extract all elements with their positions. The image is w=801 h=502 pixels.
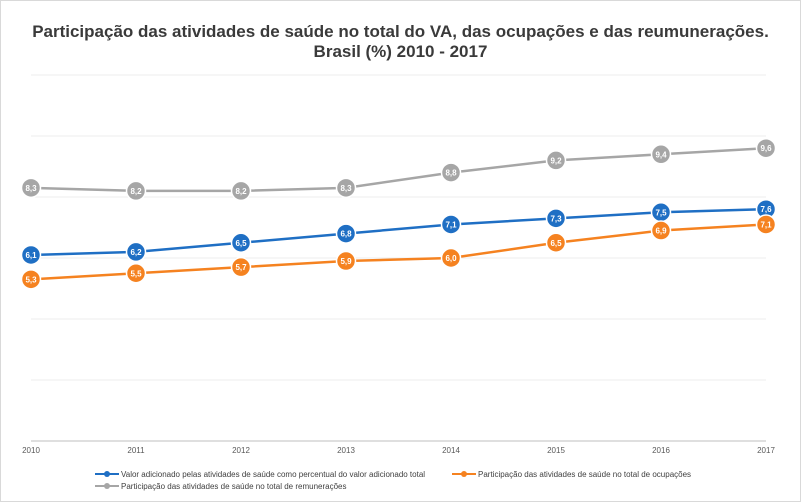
legend-label-va: Valor adicionado pelas atividades de saú…	[121, 469, 426, 479]
data-point	[125, 241, 147, 263]
chart-title: Participação das atividades de saúde no …	[32, 22, 769, 41]
data-point	[440, 162, 462, 183]
data-point	[230, 256, 252, 278]
legend-label-remuneracoes: Participação das atividades de saúde no …	[121, 481, 347, 491]
data-point	[125, 180, 147, 202]
data-label: 8,3	[340, 184, 352, 193]
legend-item-va: Valor adicionado pelas atividades de saú…	[95, 469, 425, 479]
data-point	[650, 144, 672, 165]
legend-label-ocupacoes: Participação das atividades de saúde no …	[478, 469, 692, 479]
data-label: 7,1	[760, 220, 772, 229]
legend-item-remuneracoes: Participação das atividades de saúde no …	[95, 481, 346, 491]
x-tick-label: 2016	[652, 446, 670, 455]
data-point	[755, 214, 777, 235]
series-line	[30, 207, 767, 257]
x-tick-label: 2014	[442, 446, 460, 455]
data-label: 8,2	[235, 187, 247, 196]
series-line	[30, 223, 767, 281]
data-point	[545, 150, 567, 171]
data-label: 5,5	[130, 269, 142, 278]
legend-marker-ocupacoes	[452, 469, 476, 479]
data-point	[650, 220, 672, 241]
data-label: 5,7	[235, 263, 247, 272]
data-point	[755, 137, 777, 159]
data-label: 8,8	[445, 169, 457, 178]
data-point	[335, 177, 357, 199]
data-label: 6,5	[550, 239, 562, 248]
data-point	[335, 250, 357, 272]
data-point	[545, 208, 567, 229]
data-point	[440, 214, 462, 235]
data-point	[125, 263, 147, 284]
data-label: 6,2	[130, 248, 142, 257]
data-label: 5,9	[340, 257, 352, 266]
data-label: 9,2	[550, 156, 562, 165]
series-line	[30, 146, 767, 193]
x-tick-label: 2017	[757, 446, 775, 455]
legend-marker-remuneracoes	[95, 481, 119, 491]
chart-title-block: Participação das atividades de saúde no …	[0, 22, 801, 62]
data-point	[20, 244, 42, 266]
data-label: 6,1	[25, 251, 37, 260]
data-point	[230, 232, 252, 253]
x-tick-label: 2015	[547, 446, 565, 455]
chart-subtitle: Brasil (%) 2010 - 2017	[313, 42, 488, 61]
x-tick-label: 2012	[232, 446, 250, 455]
data-point	[20, 177, 42, 199]
data-label: 6,8	[340, 230, 352, 239]
legend-marker-va	[95, 469, 119, 479]
data-label: 6,9	[655, 227, 667, 236]
data-label: 7,1	[445, 220, 457, 229]
data-point	[230, 180, 252, 202]
legend-item-ocupacoes: Participação das atividades de saúde no …	[452, 469, 691, 479]
data-label: 5,3	[25, 275, 37, 284]
data-label: 6,0	[445, 254, 457, 263]
data-label: 9,4	[655, 150, 667, 159]
data-label: 9,6	[760, 144, 772, 153]
data-point	[335, 223, 357, 244]
data-point	[20, 269, 42, 290]
data-label: 8,3	[25, 184, 37, 193]
data-label: 7,6	[760, 205, 772, 214]
data-label: 7,3	[550, 214, 562, 223]
x-tick-label: 2013	[337, 446, 355, 455]
data-label: 8,2	[130, 187, 142, 196]
x-tick-label: 2010	[22, 446, 40, 455]
data-label: 7,5	[655, 208, 667, 217]
data-label: 6,5	[235, 239, 247, 248]
x-tick-label: 2011	[127, 446, 145, 455]
data-point	[545, 232, 567, 253]
data-point	[440, 247, 462, 269]
